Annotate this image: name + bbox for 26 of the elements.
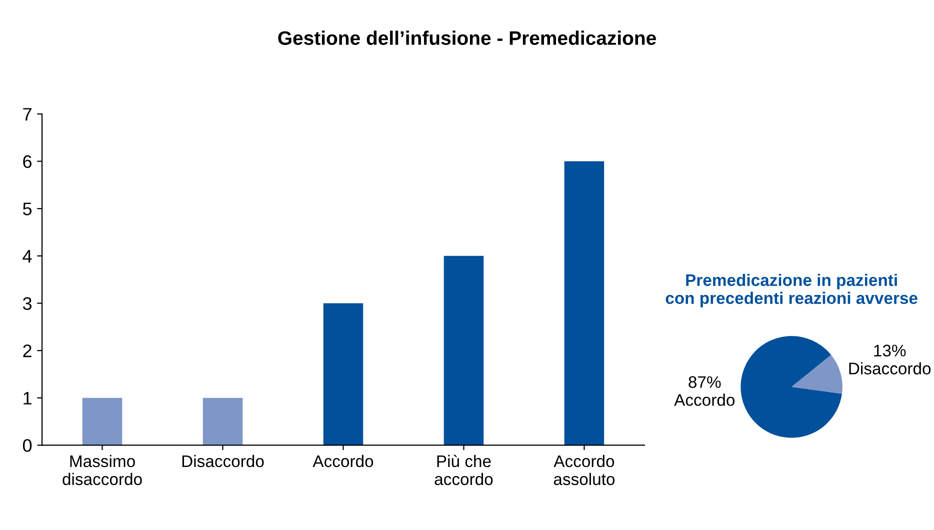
y-tick-label: 2 — [23, 344, 32, 358]
chart-title: Premedicazione in pazienti con precedenti reazioni avverse — [666, 274, 918, 308]
x-tick-label: Accordo assoluto — [554, 454, 615, 486]
x-tick-label: Più che accordo — [434, 454, 493, 486]
data-label: 13% — [874, 344, 906, 356]
pie-slice — [740, 336, 842, 438]
bar — [444, 256, 484, 446]
bar — [82, 398, 122, 446]
data-label: 87% — [688, 376, 721, 388]
chart-title: Gestione dell’infusione - Premedicazione — [278, 30, 656, 45]
y-tick-label: 0 — [22, 439, 32, 452]
slice-label: Disaccordo — [849, 362, 931, 374]
x-tick-label: Disaccordo — [182, 454, 264, 468]
y-tick-label: 4 — [22, 250, 32, 262]
y-tick-label: 1 — [24, 392, 32, 404]
y-tick-label: 6 — [23, 155, 32, 168]
x-tick-label: Accordo — [312, 454, 374, 468]
bar — [202, 398, 243, 446]
y-tick-label: 5 — [22, 202, 32, 216]
bar — [564, 161, 604, 446]
bar — [323, 303, 364, 446]
pie-slice — [792, 354, 842, 394]
y-tick-label: 7 — [23, 108, 32, 120]
x-tick-label: Massimo disaccordo — [62, 454, 142, 486]
slice-label: Accordo — [674, 394, 735, 406]
y-tick-label: 3 — [22, 297, 32, 310]
